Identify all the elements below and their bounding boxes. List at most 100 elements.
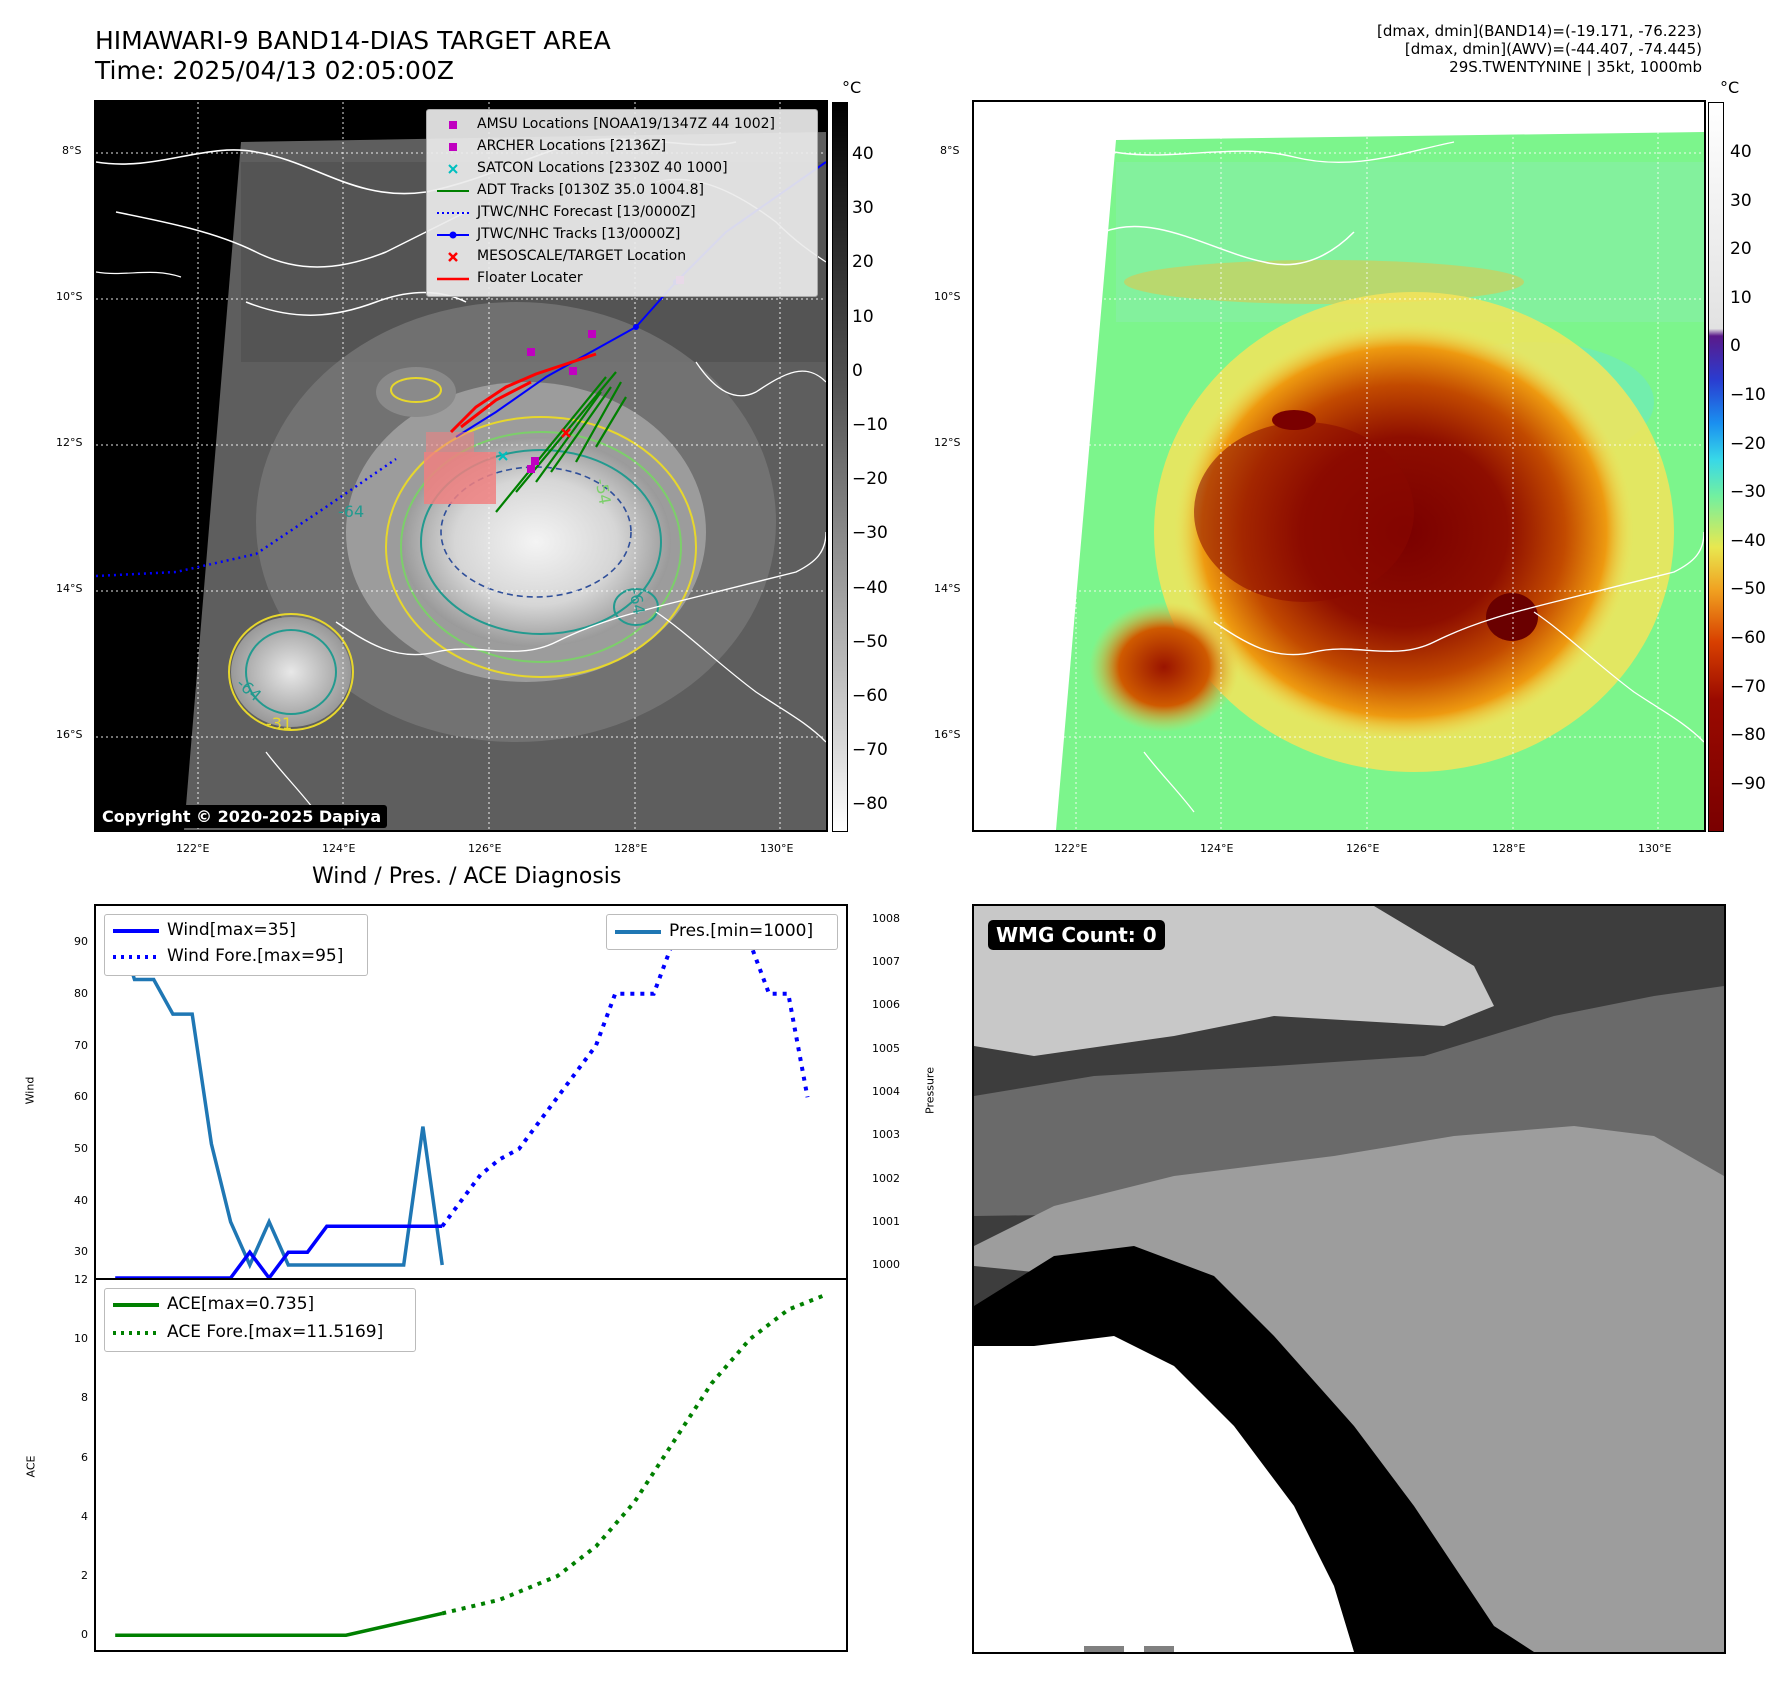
axis-tick: 70 bbox=[74, 1038, 88, 1052]
colorbar-tick: −40 bbox=[852, 577, 888, 598]
lon-tick: 126°E bbox=[468, 842, 502, 855]
ace-plot bbox=[115, 1292, 828, 1637]
colorbar-tick: −30 bbox=[852, 523, 888, 544]
axis-tick: 10 bbox=[74, 1332, 88, 1346]
contour-label-1: -64 bbox=[338, 502, 365, 521]
axis-tick: 1004 bbox=[872, 1085, 900, 1098]
figure-time: Time: 2025/04/13 02:05:00Z bbox=[95, 56, 454, 85]
ace-axis-label: ACE bbox=[24, 1455, 38, 1478]
lat-tick: 14°S bbox=[56, 582, 83, 595]
colorbar-tick: 20 bbox=[1730, 239, 1752, 260]
lat-tick: 16°S bbox=[56, 728, 83, 741]
series-line bbox=[115, 1611, 443, 1637]
lon-tick: 124°E bbox=[1200, 842, 1234, 855]
lon-tick: 128°E bbox=[614, 842, 648, 855]
lat-tick: 12°S bbox=[934, 436, 961, 449]
lon-tick: 130°E bbox=[760, 842, 794, 855]
info-awv-range: [dmax, dmin](AWV)=(-44.407, -74.445) bbox=[1404, 40, 1702, 58]
pressure-axis-label: Pressure bbox=[923, 1067, 937, 1114]
lon-tick: 122°E bbox=[176, 842, 210, 855]
magenta-square-icon bbox=[449, 143, 457, 151]
colorbar-tick: 40 bbox=[1730, 142, 1752, 162]
series-line bbox=[440, 914, 810, 1228]
ace-legend: ACE[max=0.735] ACE Fore.[max=11.5169] bbox=[104, 1288, 416, 1352]
colorbar-tick: 20 bbox=[852, 252, 874, 273]
colorbar-tick: −10 bbox=[1730, 385, 1766, 405]
pressure-legend: Pres.[min=1000] bbox=[606, 914, 838, 950]
wmg-image bbox=[974, 906, 1724, 1652]
axis-tick: 1006 bbox=[872, 998, 900, 1012]
colorbar-tick: −30 bbox=[1730, 482, 1766, 503]
axis-tick: 1007 bbox=[872, 955, 900, 969]
awv-map-panel bbox=[972, 100, 1706, 832]
colorbar-tick: 30 bbox=[852, 198, 874, 219]
wind-pressure-plot bbox=[113, 914, 810, 1278]
lon-tick: 124°E bbox=[322, 842, 356, 855]
colorbar-tick: 0 bbox=[1730, 336, 1741, 357]
info-block: [dmax, dmin](BAND14)=(-19.171, -76.223) … bbox=[1377, 22, 1702, 76]
colorbar-tick: 30 bbox=[1730, 190, 1752, 211]
wind-pressure-chart: Wind[max=35] Wind Fore.[max=95] Pres.[mi… bbox=[94, 904, 848, 1280]
lon-tick: 122°E bbox=[1054, 842, 1088, 855]
axis-tick: 12 bbox=[74, 1273, 88, 1286]
colorbar-tick: 40 bbox=[852, 144, 874, 164]
ace-chart: ACE[max=0.735] ACE Fore.[max=11.5169] bbox=[94, 1278, 848, 1652]
colorbar-tick: −80 bbox=[852, 794, 888, 815]
axis-tick: 90 bbox=[74, 935, 88, 949]
colorbar-tick: 10 bbox=[852, 306, 874, 327]
series-line bbox=[113, 918, 444, 1270]
colorbar-tick: −70 bbox=[852, 740, 888, 761]
colorbar-tick: −60 bbox=[1730, 628, 1766, 648]
colorbar-tick: −50 bbox=[852, 631, 888, 652]
colorbar-tick: −20 bbox=[1730, 433, 1766, 454]
axis-tick: 80 bbox=[74, 986, 88, 1000]
blue-line-dot-icon bbox=[437, 231, 469, 239]
colorbar-tick: 10 bbox=[1730, 287, 1752, 308]
lat-tick: 8°S bbox=[62, 144, 82, 157]
band14-map-image bbox=[96, 102, 826, 830]
band14-map-panel: -64 -54 -64 -64 -31 AMSU Locations [NOAA… bbox=[94, 100, 828, 832]
lat-tick: 16°S bbox=[934, 728, 961, 741]
axis-tick: 1008 bbox=[872, 911, 900, 925]
wind-axis-label: Wind bbox=[23, 1076, 37, 1105]
colorbar-tick: −10 bbox=[852, 415, 888, 435]
lon-tick: 130°E bbox=[1638, 842, 1672, 855]
lat-tick: 12°S bbox=[56, 436, 83, 449]
axis-tick: 1003 bbox=[872, 1128, 900, 1142]
colorbar-tick: −20 bbox=[852, 469, 888, 490]
axis-tick: 1002 bbox=[872, 1171, 900, 1185]
copyright-badge: Copyright © 2020-2025 Dapiya bbox=[96, 805, 388, 828]
colorbar-tick: −90 bbox=[1730, 773, 1766, 794]
contour-label-5: -31 bbox=[266, 714, 293, 733]
axis-tick: 4 bbox=[81, 1509, 88, 1523]
magenta-square-icon bbox=[449, 121, 457, 129]
colorbar-tick: −80 bbox=[1730, 725, 1766, 746]
axis-tick: 50 bbox=[74, 1141, 88, 1155]
info-band14-range: [dmax, dmin](BAND14)=(-19.171, -76.223) bbox=[1377, 22, 1702, 40]
axis-tick: 40 bbox=[74, 1193, 88, 1207]
lat-tick: 10°S bbox=[934, 290, 961, 303]
axis-tick: 30 bbox=[74, 1245, 88, 1259]
series-line bbox=[441, 1292, 828, 1616]
colorbar-tick: −70 bbox=[1730, 676, 1766, 697]
lat-tick: 14°S bbox=[934, 582, 961, 595]
axis-tick: 1001 bbox=[872, 1214, 900, 1228]
figure-title: HIMAWARI-9 BAND14-DIAS TARGET AREA bbox=[95, 26, 611, 55]
lat-tick: 10°S bbox=[56, 290, 83, 303]
cyan-x-icon bbox=[448, 164, 458, 174]
diagnosis-title: Wind / Pres. / ACE Diagnosis bbox=[312, 864, 622, 889]
colorbar-tick: 0 bbox=[852, 360, 863, 381]
wmg-count-badge: WMG Count: 0 bbox=[988, 920, 1165, 950]
series-line bbox=[115, 1224, 443, 1278]
axis-tick: 6 bbox=[81, 1450, 88, 1464]
colorbar-awv-unit: °C bbox=[1720, 78, 1740, 97]
map-legend: AMSU Locations [NOAA19/1347Z 44 1002] AR… bbox=[426, 109, 818, 297]
axis-tick: 1005 bbox=[872, 1041, 900, 1055]
axis-tick: 8 bbox=[81, 1391, 88, 1405]
wmg-panel: WMG Count: 0 bbox=[972, 904, 1726, 1654]
lon-tick: 126°E bbox=[1346, 842, 1380, 855]
awv-map-image bbox=[974, 102, 1704, 830]
axis-tick: 1000 bbox=[872, 1258, 900, 1272]
wind-legend: Wind[max=35] Wind Fore.[max=95] bbox=[104, 914, 368, 976]
axis-tick: 0 bbox=[81, 1628, 88, 1642]
